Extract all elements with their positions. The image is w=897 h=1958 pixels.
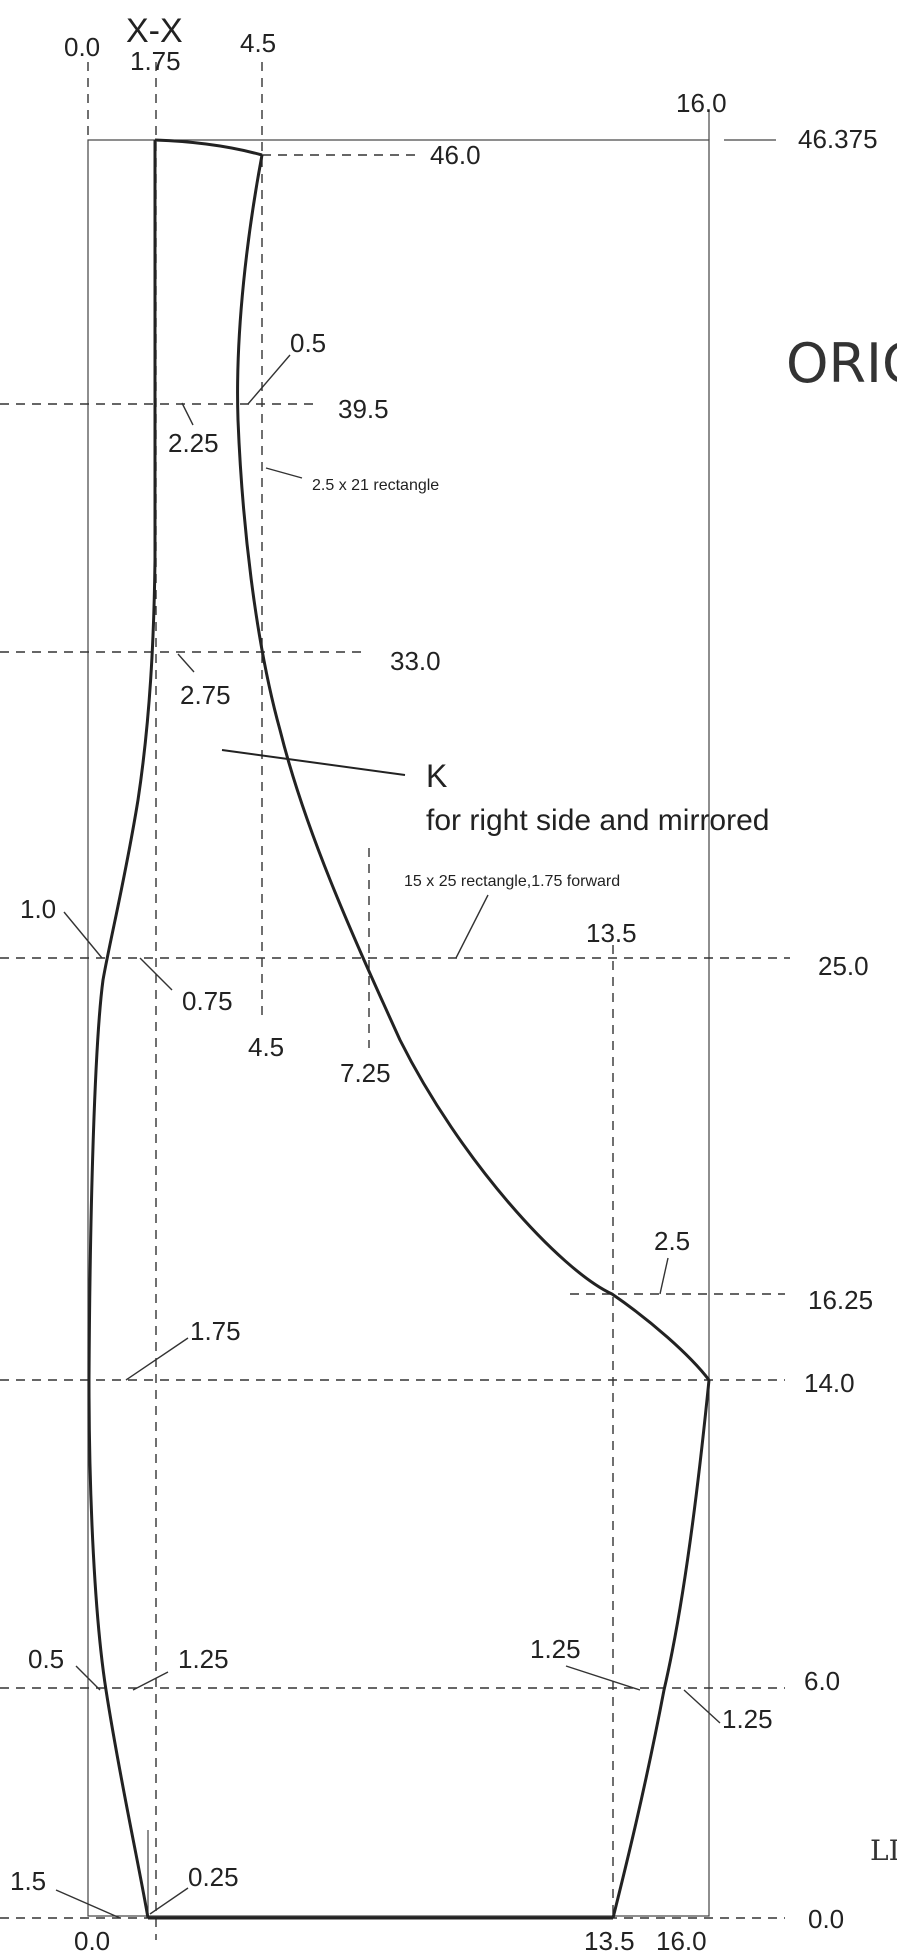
leader-rect-upper [265, 467, 303, 479]
label-offset-2-5: 2.5 [654, 1226, 690, 1256]
label-top-x-0: 0.0 [64, 32, 100, 62]
leader-0-25 [149, 1887, 189, 1915]
label-y-33-0: 33.0 [390, 646, 441, 676]
leader-1-25-right-bottom [683, 1689, 721, 1724]
label-offset-1-0: 1.0 [20, 894, 56, 924]
leader-0-5-bottom [75, 1665, 101, 1691]
label-offset-0-25: 0.25 [188, 1862, 239, 1892]
label-bottom-x-16: 16.0 [656, 1926, 707, 1956]
leader-1-25-left [132, 1671, 169, 1691]
label-top-x-16: 16.0 [676, 88, 727, 118]
label-offset-0-75: 0.75 [182, 986, 233, 1016]
label-mark-7-25: 7.25 [340, 1058, 391, 1088]
top-edge [154, 138, 263, 157]
label-offset-0-5-bottom: 0.5 [28, 1644, 64, 1674]
note-upper-rectangle: 2.5 x 21 rectangle [312, 477, 439, 494]
label-offset-1-5: 1.5 [10, 1866, 46, 1896]
label-mark-4-5-lower: 4.5 [248, 1032, 284, 1062]
label-top-x-4-5: 4.5 [240, 28, 276, 58]
label-y-39-5: 39.5 [338, 394, 389, 424]
leader-2-5 [659, 1257, 669, 1295]
title-fragment: ORIG [786, 332, 897, 395]
leader-0-75 [139, 957, 173, 991]
label-offset-2-25: 2.25 [168, 428, 219, 458]
leader-k [221, 749, 406, 776]
label-offset-0-5-top: 0.5 [290, 328, 326, 358]
label-bottom-x-0: 0.0 [74, 1926, 110, 1956]
label-bottom-x-13-5: 13.5 [584, 1926, 635, 1956]
leader-2-75 [177, 653, 195, 673]
note-lower-rectangle: 15 x 25 rectangle,1.75 forward [404, 873, 620, 890]
label-y-46-0: 46.0 [430, 140, 481, 170]
label-offset-1-75: 1.75 [190, 1316, 241, 1346]
bottom-right-fragment: LI [870, 1834, 897, 1867]
label-y-14-0: 14.0 [804, 1368, 855, 1398]
label-top-x-1-75: 1.75 [130, 46, 181, 76]
leader-0-5-top [247, 354, 291, 405]
leader-1-75 [125, 1337, 189, 1381]
front-outline [236, 154, 711, 1381]
label-y-6-0: 6.0 [804, 1666, 840, 1696]
label-y-25-0: 25.0 [818, 951, 869, 981]
label-mark-13-5-upper: 13.5 [586, 918, 637, 948]
pointer-letter: K [426, 758, 447, 794]
leader-rect-lower [455, 894, 489, 959]
label-y-46-375: 46.375 [798, 124, 878, 154]
outer-frame [87, 139, 710, 1917]
pointer-note: for right side and mirrored [426, 804, 769, 837]
left-outline [87, 140, 157, 1919]
label-offset-1-25-right-bottom: 1.25 [722, 1704, 773, 1734]
label-offset-1-25-right-top: 1.25 [530, 1634, 581, 1664]
leader-1-0 [63, 911, 103, 959]
lower-right-outline [611, 1379, 711, 1919]
leader-1-25-right-top [565, 1665, 641, 1691]
label-offset-1-25-left: 1.25 [178, 1644, 229, 1674]
label-y-16-25: 16.25 [808, 1285, 873, 1315]
label-offset-2-75: 2.75 [180, 680, 231, 710]
label-y-0-0: 0.0 [808, 1904, 844, 1934]
section-label: X-X [126, 12, 183, 50]
leader-2-25 [181, 402, 194, 426]
leader-1-5 [55, 1889, 121, 1919]
